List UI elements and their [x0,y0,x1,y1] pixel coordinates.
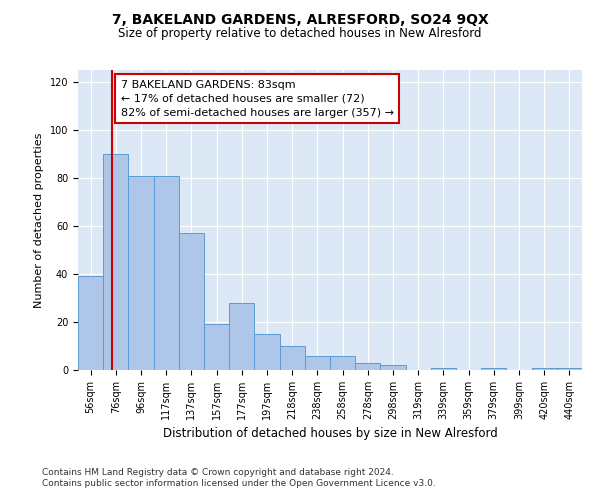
Text: Contains HM Land Registry data © Crown copyright and database right 2024.
Contai: Contains HM Land Registry data © Crown c… [42,468,436,487]
Bar [557,368,582,370]
Bar [532,368,557,370]
Bar [380,365,406,370]
Text: Size of property relative to detached houses in New Alresford: Size of property relative to detached ho… [118,28,482,40]
Bar [229,303,254,370]
Bar [330,356,355,370]
Bar [481,368,506,370]
Text: 7 BAKELAND GARDENS: 83sqm
← 17% of detached houses are smaller (72)
82% of semi-: 7 BAKELAND GARDENS: 83sqm ← 17% of detac… [121,80,394,118]
Bar [431,368,456,370]
Bar [305,356,330,370]
X-axis label: Distribution of detached houses by size in New Alresford: Distribution of detached houses by size … [163,428,497,440]
Y-axis label: Number of detached properties: Number of detached properties [34,132,44,308]
Bar [154,176,179,370]
Bar [78,276,103,370]
Bar [204,324,229,370]
Bar [179,233,204,370]
Bar [254,334,280,370]
Bar [103,154,128,370]
Bar [280,346,305,370]
Bar [128,176,154,370]
Text: 7, BAKELAND GARDENS, ALRESFORD, SO24 9QX: 7, BAKELAND GARDENS, ALRESFORD, SO24 9QX [112,12,488,26]
Bar [355,363,380,370]
